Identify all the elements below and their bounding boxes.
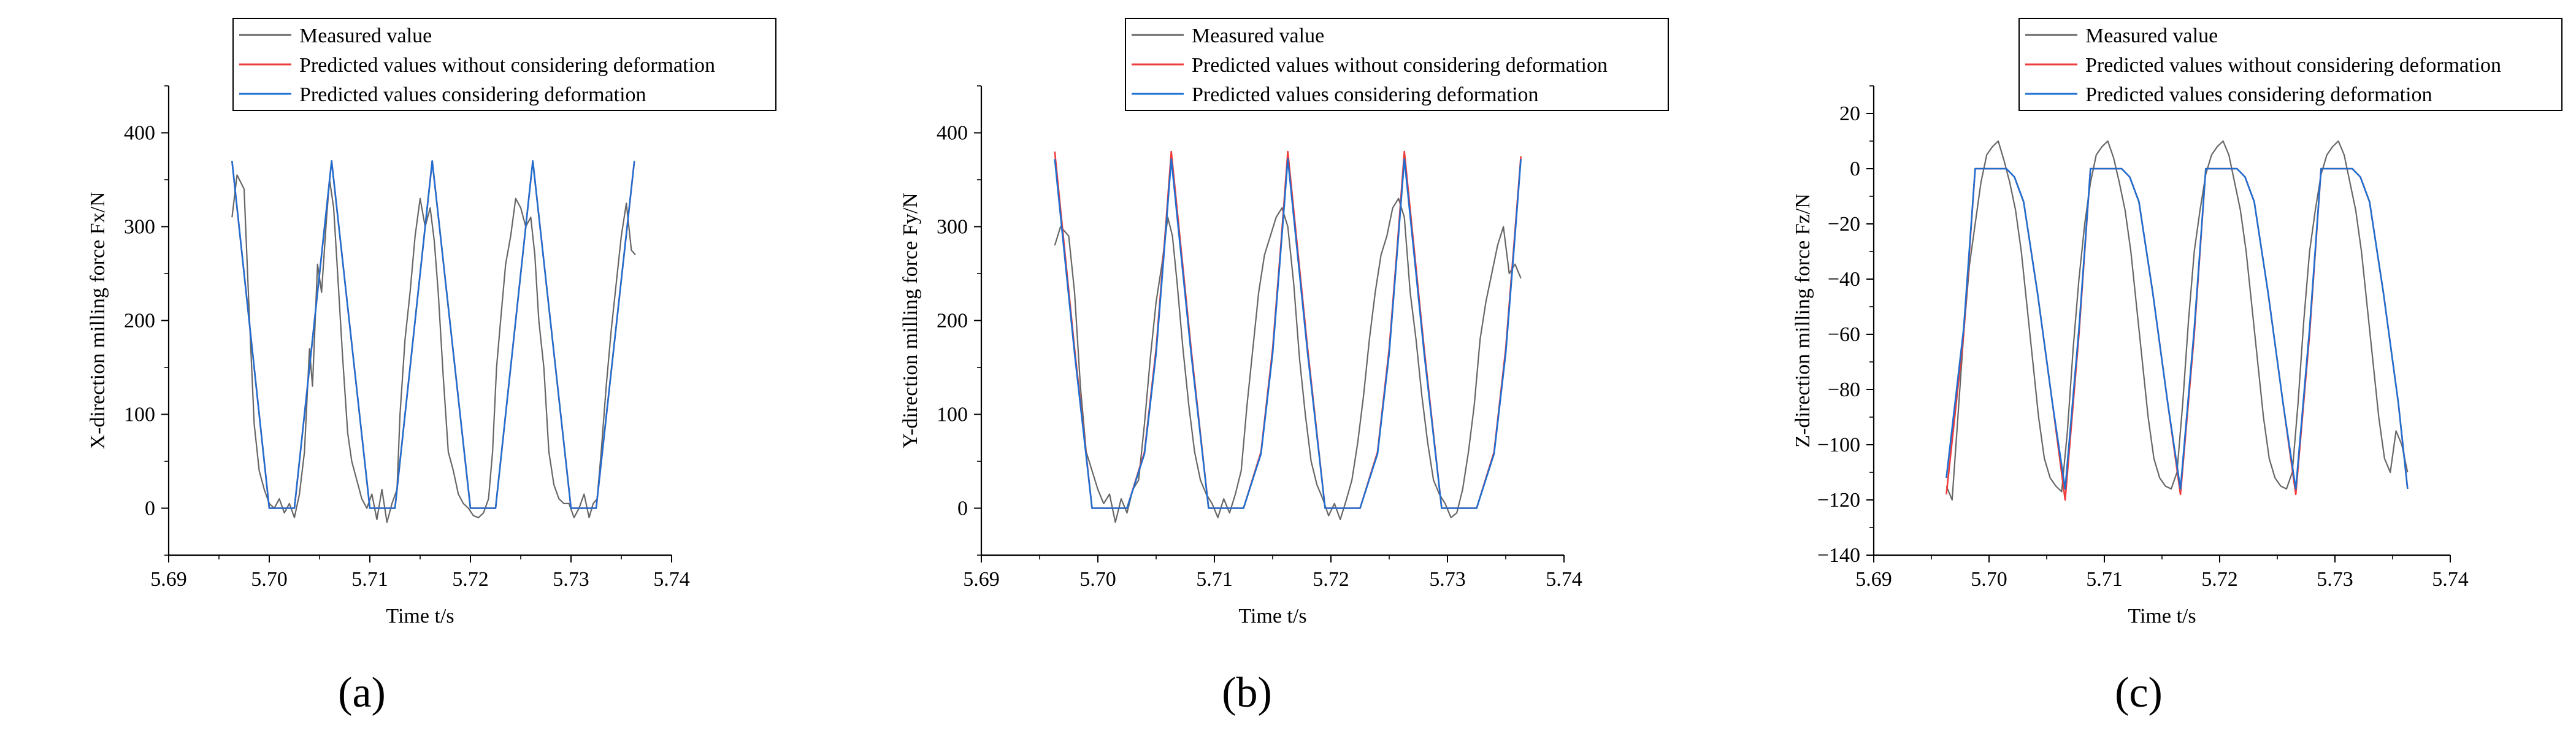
legend-box bbox=[232, 18, 776, 111]
y-tick-label: 200 bbox=[937, 310, 968, 332]
chart-panel-3: 5.69 5.70 5.71 5.72 5.73 5.74 −140 −120 −100 −80 −… bbox=[1792, 18, 2563, 716]
series-line-3 bbox=[1945, 167, 2409, 490]
x-tick-label: 5.69 bbox=[963, 568, 1000, 591]
y-tick-label: 300 bbox=[937, 216, 968, 239]
legend-box bbox=[2018, 18, 2563, 111]
x-tick-label: 5.70 bbox=[251, 568, 288, 591]
series-line-2 bbox=[1945, 167, 2409, 501]
y-tick-label: −100 bbox=[1817, 434, 1860, 456]
x-axis-label: Time t/s bbox=[1238, 605, 1306, 628]
y-tick-label: 0 bbox=[957, 497, 968, 520]
y-tick-label: 100 bbox=[937, 404, 968, 426]
y-tick-label: −60 bbox=[1828, 323, 1860, 346]
series-line-3 bbox=[231, 160, 635, 509]
x-tick-label: 5.73 bbox=[2317, 568, 2353, 591]
x-tick-label: 5.72 bbox=[1313, 568, 1349, 591]
y-tick-label: 0 bbox=[145, 497, 155, 520]
legend-entry: Predicted values without considering def… bbox=[2085, 54, 2501, 77]
x-tick-label: 5.72 bbox=[2201, 568, 2238, 591]
y-tick-label: 400 bbox=[124, 122, 155, 145]
legend: Measured value Predicted values without c… bbox=[2018, 18, 2563, 111]
y-tick-label: −140 bbox=[1817, 544, 1860, 567]
y-tick-label: 300 bbox=[124, 216, 155, 239]
series-line-1 bbox=[1945, 140, 2409, 501]
x-tick-label: 5.71 bbox=[2086, 568, 2123, 591]
x-tick-label: 5.70 bbox=[1971, 568, 2007, 591]
chart-panel-2: 5.69 5.70 5.71 5.72 5.73 5.74 0 100 200 300 400 Tim… bbox=[899, 18, 1669, 716]
panel-label: (b) bbox=[1222, 669, 1272, 716]
legend-entry: Measured value bbox=[1192, 25, 1324, 47]
x-axis-label: Time t/s bbox=[2128, 605, 2196, 628]
series-line-3 bbox=[1054, 158, 1522, 509]
y-tick-label: 20 bbox=[1839, 102, 1860, 125]
legend-entry: Predicted values without considering def… bbox=[1192, 54, 1608, 77]
panel-label: (c) bbox=[2115, 669, 2163, 716]
x-tick-label: 5.73 bbox=[1429, 568, 1466, 591]
legend-entry: Measured value bbox=[2085, 25, 2218, 47]
y-axis-label: X-direction milling force Fx/N bbox=[86, 191, 109, 449]
legend-entry: Predicted values without considering def… bbox=[299, 54, 715, 77]
y-tick-label: 100 bbox=[124, 404, 155, 426]
series-line-1 bbox=[1054, 198, 1522, 523]
x-tick-label: 5.72 bbox=[452, 568, 489, 591]
y-axis-label: Z-direction milling force Fz/N bbox=[1792, 193, 1814, 448]
legend-entry: Predicted values considering deformation bbox=[299, 83, 646, 106]
y-tick-label: 0 bbox=[1850, 158, 1860, 180]
x-tick-label: 5.71 bbox=[351, 568, 388, 591]
legend: Measured value Predicted values without c… bbox=[232, 18, 776, 111]
legend-entry: Predicted values considering deformation bbox=[2085, 83, 2432, 106]
x-axis-label: Time t/s bbox=[386, 605, 454, 628]
series-line-2 bbox=[231, 160, 635, 509]
y-tick-label: −40 bbox=[1828, 268, 1860, 291]
y-tick-label: 400 bbox=[937, 122, 968, 145]
x-tick-label: 5.74 bbox=[2432, 568, 2469, 591]
y-tick-label: −80 bbox=[1828, 378, 1860, 401]
y-tick-label: −20 bbox=[1828, 213, 1860, 236]
y-tick-label: −120 bbox=[1817, 489, 1860, 512]
x-tick-label: 5.73 bbox=[553, 568, 589, 591]
series-line-1 bbox=[231, 174, 636, 523]
legend-entry: Measured value bbox=[299, 25, 432, 47]
x-tick-label: 5.70 bbox=[1079, 568, 1116, 591]
legend: Measured value Predicted values without c… bbox=[1125, 18, 1669, 111]
x-tick-label: 5.71 bbox=[1196, 568, 1233, 591]
panel-label: (a) bbox=[338, 669, 386, 716]
x-tick-label: 5.69 bbox=[150, 568, 187, 591]
x-tick-label: 5.74 bbox=[653, 568, 690, 591]
legend-box bbox=[1125, 18, 1669, 111]
y-tick-label: 200 bbox=[124, 310, 155, 332]
x-tick-label: 5.74 bbox=[1546, 568, 1582, 591]
x-tick-label: 5.69 bbox=[1855, 568, 1892, 591]
legend-entry: Predicted values considering deformation bbox=[1192, 83, 1539, 106]
series-line-2 bbox=[1054, 150, 1522, 509]
y-axis-label: Y-direction milling force Fy/N bbox=[899, 193, 922, 448]
chart-panel-1: 5.69 5.70 5.71 5.72 5.73 5.74 0 100 200 300 400 Tim… bbox=[86, 18, 776, 716]
